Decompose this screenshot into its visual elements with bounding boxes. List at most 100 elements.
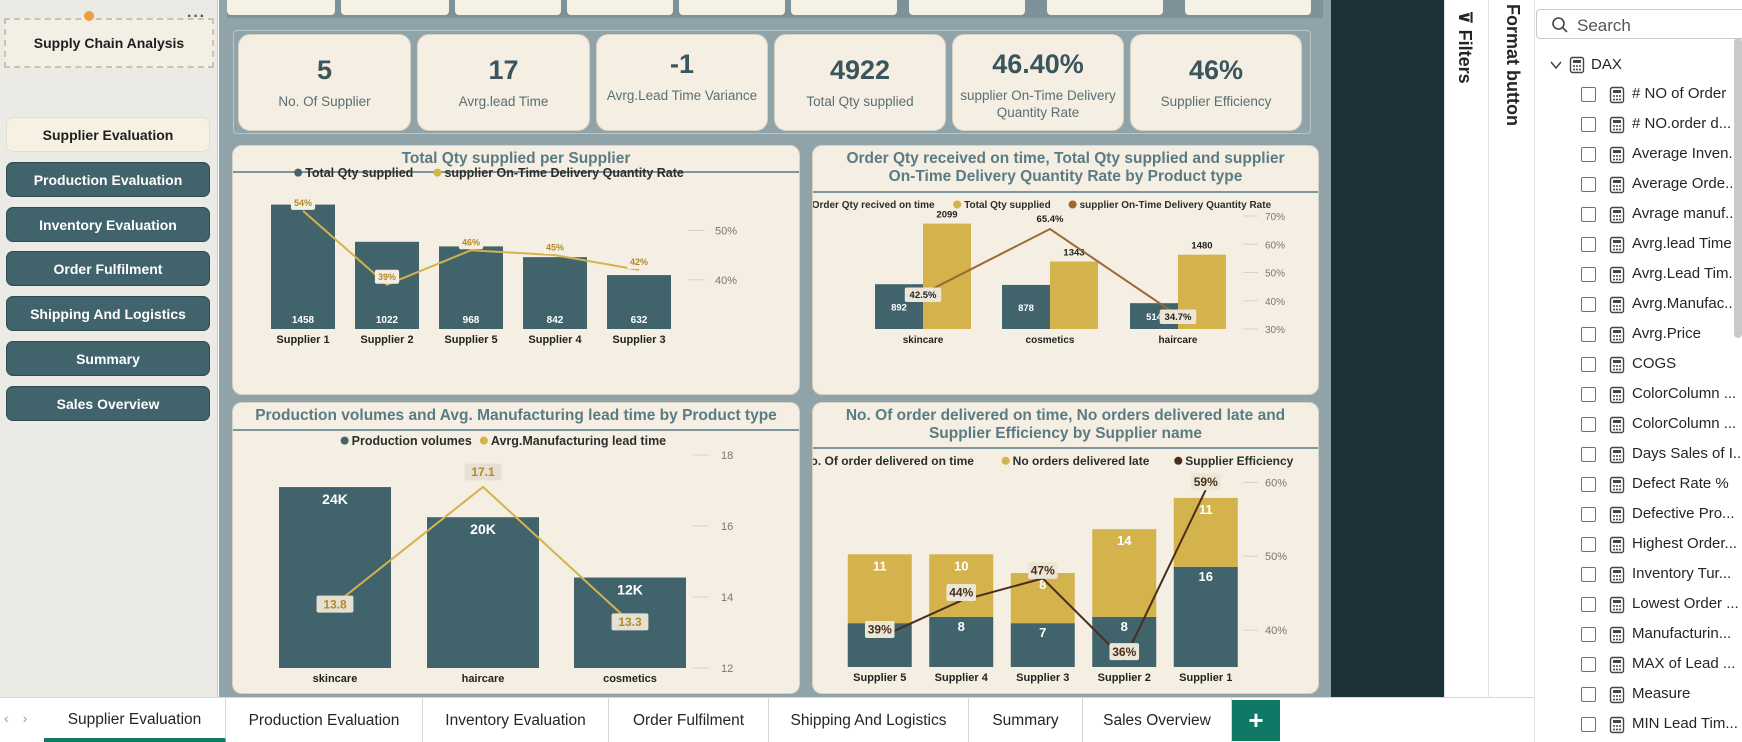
y2-tick-label: 60%: [1265, 240, 1285, 251]
field-checkbox[interactable]: [1581, 267, 1596, 282]
tab-production-evaluation[interactable]: Production Evaluation: [226, 698, 423, 742]
chart-production-volumes[interactable]: Production volumes and Avg. Manufacturin…: [232, 402, 800, 694]
data-label-bg: [290, 195, 316, 210]
tab-inventory-evaluation[interactable]: Inventory Evaluation: [423, 698, 609, 742]
kpi-card-total-qty[interactable]: 4922 Total Qty supplied: [774, 34, 946, 131]
scrollbar[interactable]: [1734, 38, 1742, 338]
kpi-row: 5 No. Of Supplier 17 Avrg.lead Time -1 A…: [233, 30, 1311, 134]
field-item[interactable]: Avrg.Manufac...: [1581, 294, 1742, 316]
calculator-icon: [1609, 146, 1625, 166]
tab-supplier-evaluation[interactable]: Supplier Evaluation: [44, 698, 226, 742]
field-item[interactable]: Days Sales of I...: [1581, 444, 1742, 466]
field-checkbox[interactable]: [1581, 297, 1596, 312]
field-checkbox[interactable]: [1581, 567, 1596, 582]
field-checkbox[interactable]: [1581, 687, 1596, 702]
kpi-card-on-time-rate[interactable]: 46.40% supplier On-Time Delivery Quantit…: [952, 34, 1124, 131]
data-label: 47%: [1031, 564, 1055, 578]
field-name: Average Inven...: [1632, 145, 1741, 162]
format-pane-collapsed[interactable]: Format button: [1488, 0, 1534, 697]
bar-value-label: 12K: [617, 582, 643, 598]
search-input[interactable]: Search: [1536, 9, 1742, 39]
chevron-down-icon[interactable]: [1549, 58, 1563, 72]
format-button-label[interactable]: Format button: [1503, 4, 1523, 126]
nav-sales-overview[interactable]: Sales Overview: [6, 386, 210, 421]
field-checkbox[interactable]: [1581, 177, 1596, 192]
y2-tick-label: 16: [721, 521, 733, 533]
field-item[interactable]: Avrg.Lead Tim...: [1581, 264, 1742, 286]
filters-pane-collapsed[interactable]: ⊽ Filters: [1444, 0, 1488, 697]
field-checkbox[interactable]: [1581, 597, 1596, 612]
report-title-box[interactable]: ··· Supply Chain Analysis: [4, 8, 214, 68]
nav-order-fulfilment[interactable]: Order Fulfilment: [6, 251, 210, 286]
field-item[interactable]: Highest Order...: [1581, 534, 1742, 556]
field-item[interactable]: Inventory Tur...: [1581, 564, 1742, 586]
field-checkbox[interactable]: [1581, 657, 1596, 672]
bar: [279, 487, 391, 668]
field-item[interactable]: Average Inven...: [1581, 144, 1742, 166]
field-checkbox[interactable]: [1581, 417, 1596, 432]
field-item[interactable]: # NO.order d...: [1581, 114, 1742, 136]
field-item[interactable]: ColorColumn ...: [1581, 384, 1742, 406]
field-checkbox[interactable]: [1581, 387, 1596, 402]
nav-shipping-logistics[interactable]: Shipping And Logistics: [6, 296, 210, 331]
field-checkbox[interactable]: [1581, 147, 1596, 162]
field-checkbox[interactable]: [1581, 447, 1596, 462]
field-checkbox[interactable]: [1581, 117, 1596, 132]
bar-value-label: 968: [463, 315, 480, 326]
kpi-card-efficiency[interactable]: 46% Supplier Efficiency: [1130, 34, 1302, 131]
data-label-bg: [316, 595, 354, 613]
data-label-bg: [1190, 473, 1221, 491]
calculator-icon: [1609, 326, 1625, 346]
field-item[interactable]: Defective Pro...: [1581, 504, 1742, 526]
field-item[interactable]: Defect Rate %: [1581, 474, 1742, 496]
nav-inventory-evaluation[interactable]: Inventory Evaluation: [6, 207, 210, 242]
more-options-icon[interactable]: ···: [187, 8, 206, 25]
field-item[interactable]: Measure: [1581, 684, 1742, 706]
field-item[interactable]: Average Orde...: [1581, 174, 1742, 196]
data-label-bg: [458, 235, 484, 250]
field-checkbox[interactable]: [1581, 627, 1596, 642]
field-item[interactable]: Lowest Order ...: [1581, 594, 1742, 616]
field-checkbox[interactable]: [1581, 327, 1596, 342]
kpi-card-lead-time-variance[interactable]: -1 Avrg.Lead Time Variance: [596, 34, 768, 131]
bar-value-label: 514: [1146, 312, 1163, 323]
field-item[interactable]: ColorColumn ...: [1581, 414, 1742, 436]
field-checkbox[interactable]: [1581, 717, 1596, 732]
chart-qty-per-supplier[interactable]: Total Qty supplied per Supplier Total Qt…: [232, 145, 800, 395]
field-item[interactable]: Avrg.Price: [1581, 324, 1742, 346]
calculator-icon: [1609, 506, 1625, 526]
field-item[interactable]: # NO of Order: [1581, 84, 1742, 106]
field-item[interactable]: Manufacturin...: [1581, 624, 1742, 646]
y2-tick-label: 50%: [1265, 269, 1285, 280]
nav-summary[interactable]: Summary: [6, 341, 210, 376]
field-checkbox[interactable]: [1581, 477, 1596, 492]
field-checkbox[interactable]: [1581, 237, 1596, 252]
tab-scroll-arrows-icon[interactable]: ‹›: [4, 710, 42, 726]
tab-summary[interactable]: Summary: [969, 698, 1083, 742]
field-checkbox[interactable]: [1581, 537, 1596, 552]
field-checkbox[interactable]: [1581, 507, 1596, 522]
nav-supplier-evaluation[interactable]: Supplier Evaluation: [6, 117, 210, 152]
resize-handle-icon[interactable]: [84, 11, 94, 21]
bar: [1010, 573, 1075, 624]
field-item[interactable]: COGS: [1581, 354, 1742, 376]
field-item[interactable]: Avrage manuf...: [1581, 204, 1742, 226]
tab-shipping-logistics[interactable]: Shipping And Logistics: [769, 698, 969, 742]
add-page-button[interactable]: +: [1232, 700, 1280, 741]
tab-sales-overview[interactable]: Sales Overview: [1083, 698, 1232, 742]
kpi-card-suppliers[interactable]: 5 No. Of Supplier: [238, 34, 411, 131]
field-checkbox[interactable]: [1581, 87, 1596, 102]
chart-orders-by-supplier[interactable]: No. Of order delivered on time, No order…: [812, 402, 1319, 694]
field-item[interactable]: MIN Lead Tim...: [1581, 714, 1742, 736]
filters-label[interactable]: ⊽ Filters: [1455, 10, 1475, 84]
field-checkbox[interactable]: [1581, 357, 1596, 372]
kpi-card-lead-time[interactable]: 17 Avrg.lead Time: [417, 34, 590, 131]
field-checkbox[interactable]: [1581, 207, 1596, 222]
nav-production-evaluation[interactable]: Production Evaluation: [6, 162, 210, 197]
x-tick-label: Supplier 1: [1179, 672, 1232, 684]
field-item[interactable]: MAX of Lead ...: [1581, 654, 1742, 676]
field-item[interactable]: Avrg.lead Time: [1581, 234, 1742, 256]
tab-order-fulfilment[interactable]: Order Fulfilment: [609, 698, 769, 742]
legend-marker: [1068, 200, 1077, 209]
chart-order-qty-by-product[interactable]: Order Qty received on time, Total Qty su…: [812, 145, 1319, 395]
